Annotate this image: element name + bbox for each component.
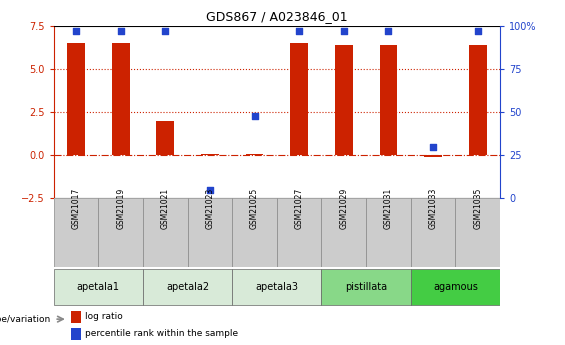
Bar: [112, 43, 129, 155]
Bar: [321, 198, 366, 267]
Bar: [232, 269, 321, 305]
Point: [160, 28, 170, 34]
Bar: [246, 154, 263, 155]
Point: [205, 187, 214, 193]
Text: apetala3: apetala3: [255, 282, 298, 292]
Text: GSM21017: GSM21017: [72, 188, 80, 229]
Text: agamous: agamous: [433, 282, 478, 292]
Point: [473, 28, 482, 34]
Text: GSM21021: GSM21021: [161, 188, 169, 229]
Text: pistillata: pistillata: [345, 282, 387, 292]
Point: [250, 113, 259, 118]
Bar: [143, 198, 188, 267]
Text: GSM21031: GSM21031: [384, 188, 393, 229]
Text: apetala1: apetala1: [77, 282, 120, 292]
Bar: [411, 269, 500, 305]
Bar: [143, 269, 232, 305]
Bar: [380, 45, 397, 155]
Bar: [424, 155, 442, 157]
Text: GSM21025: GSM21025: [250, 188, 259, 229]
Bar: [201, 154, 219, 155]
Bar: [411, 198, 455, 267]
Bar: [54, 269, 143, 305]
Bar: [54, 198, 98, 267]
Bar: [232, 198, 277, 267]
Text: genotype/variation: genotype/variation: [0, 315, 51, 324]
Text: log ratio: log ratio: [85, 312, 123, 321]
Bar: [277, 198, 321, 267]
Bar: [290, 43, 308, 155]
Text: GSM21035: GSM21035: [473, 188, 482, 229]
Bar: [71, 310, 81, 323]
Bar: [71, 328, 81, 340]
Bar: [321, 269, 411, 305]
Bar: [157, 121, 174, 155]
Text: GSM21019: GSM21019: [116, 188, 125, 229]
Text: GSM21023: GSM21023: [206, 188, 214, 229]
Text: GSM21027: GSM21027: [295, 188, 303, 229]
Bar: [366, 198, 411, 267]
Point: [71, 28, 80, 34]
Point: [116, 28, 125, 34]
Title: GDS867 / A023846_01: GDS867 / A023846_01: [206, 10, 347, 23]
Point: [339, 28, 348, 34]
Text: GSM21029: GSM21029: [340, 188, 348, 229]
Point: [428, 144, 437, 149]
Text: GSM21033: GSM21033: [429, 188, 437, 229]
Bar: [455, 198, 500, 267]
Text: apetala2: apetala2: [166, 282, 209, 292]
Bar: [188, 198, 232, 267]
Point: [384, 28, 393, 34]
Bar: [469, 45, 486, 155]
Bar: [335, 45, 353, 155]
Point: [294, 28, 303, 34]
Text: percentile rank within the sample: percentile rank within the sample: [85, 329, 238, 338]
Bar: [98, 198, 143, 267]
Bar: [67, 43, 85, 155]
